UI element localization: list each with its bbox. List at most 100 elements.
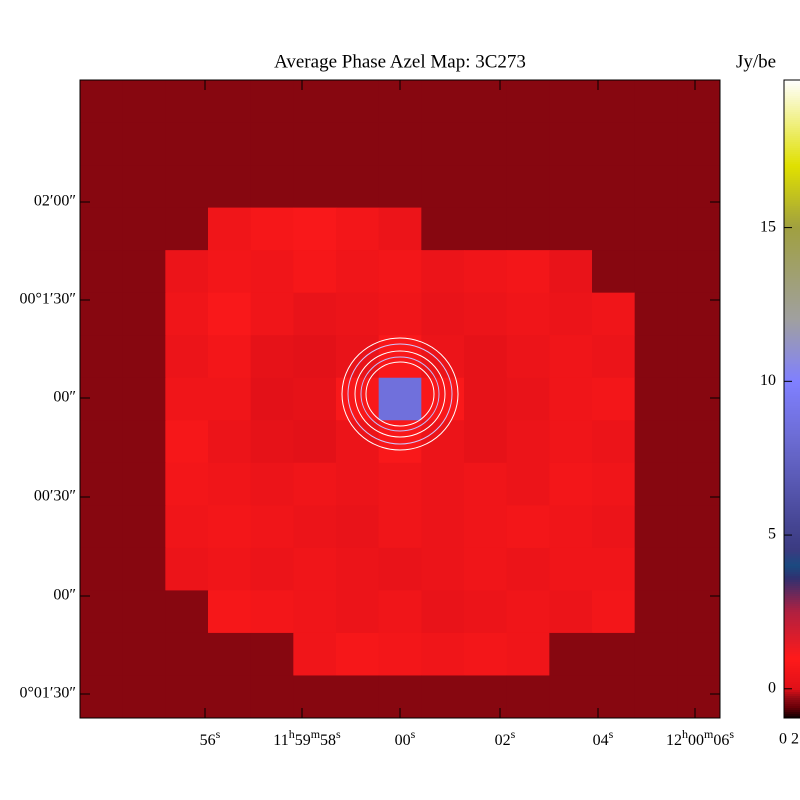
colorbar-strip: [784, 376, 800, 379]
colorbar-strip: [784, 414, 800, 417]
colorbar-strip: [784, 626, 800, 629]
colorbar-strip: [784, 562, 800, 565]
colorbar-strip: [784, 212, 800, 215]
x-tick-label: 04s: [593, 727, 614, 749]
colorbar-strip: [784, 80, 800, 83]
map-cell: [592, 590, 636, 634]
colorbar-strip: [784, 224, 800, 227]
colorbar-strip: [784, 298, 800, 301]
colorbar-strip: [784, 692, 800, 695]
colorbar-strip: [784, 232, 800, 235]
map-cell: [122, 292, 166, 336]
colorbar-strip: [784, 510, 800, 513]
colorbar-strip: [784, 288, 800, 291]
colorbar-strip: [784, 672, 800, 675]
colorbar-strip: [784, 304, 800, 307]
colorbar-strip: [784, 600, 800, 603]
colorbar-strip: [784, 578, 800, 581]
colorbar-strip: [784, 384, 800, 387]
map-cell: [293, 420, 337, 464]
map-cell: [421, 590, 465, 634]
contour: [360, 356, 440, 432]
colorbar-strip: [784, 542, 800, 545]
colorbar-strip: [784, 418, 800, 421]
colorbar-strip: [784, 402, 800, 405]
colorbar-frame: [783, 79, 800, 719]
colorbar-strip: [784, 94, 800, 97]
colorbar-strip: [784, 686, 800, 689]
colorbar-strip: [784, 98, 800, 101]
map-cell: [464, 122, 508, 166]
colorbar-strip: [784, 248, 800, 251]
map-cell: [677, 80, 721, 124]
map-cell: [421, 250, 465, 294]
colorbar-strip: [784, 300, 800, 303]
contour: [347, 343, 453, 445]
colorbar-strip: [784, 642, 800, 645]
colorbar-strip: [784, 574, 800, 577]
colorbar-strip: [784, 434, 800, 437]
colorbar-strip: [784, 364, 800, 367]
colorbar-strip: [784, 282, 800, 285]
map-cell: [208, 505, 252, 549]
x-tick-number: 11: [273, 732, 288, 749]
colorbar-strip: [784, 158, 800, 161]
map-cell: [506, 292, 550, 336]
colorbar-strip: [784, 596, 800, 599]
colorbar-strip: [784, 628, 800, 631]
colorbar-strip: [784, 478, 800, 481]
map-cell: [677, 250, 721, 294]
colorbar-strip: [784, 172, 800, 175]
map-cell: [421, 122, 465, 166]
colorbar-strip: [784, 710, 800, 713]
map-cell: [165, 80, 209, 124]
x-tick-unit: h: [682, 727, 688, 741]
map-cell: [634, 80, 678, 124]
colorbar-strip: [784, 530, 800, 533]
map-cell: [122, 335, 166, 379]
colorbar-strip: [784, 242, 800, 245]
colorbar-strip: [784, 252, 800, 255]
map-cell: [165, 420, 209, 464]
x-tick-label: 56s: [200, 727, 221, 749]
x-tick-number: 06: [713, 732, 729, 749]
colorbar-strip: [784, 498, 800, 501]
colorbar-strip: [784, 480, 800, 483]
colorbar-strip: [784, 546, 800, 549]
x-tick-label: 11h59m58s: [273, 727, 341, 749]
colorbar-strip: [784, 86, 800, 89]
colorbar-strip: [784, 170, 800, 173]
colorbar-strip: [784, 160, 800, 163]
colorbar-strip: [784, 664, 800, 667]
colorbar-strip: [784, 416, 800, 419]
colorbar-strip: [784, 192, 800, 195]
colorbar-strip: [784, 412, 800, 415]
map-cell: [378, 590, 422, 634]
map-cell: [250, 80, 294, 124]
colorbar-strip: [784, 258, 800, 261]
map-cell: [464, 547, 508, 591]
colorbar-strip: [784, 580, 800, 583]
colorbar-strip: [784, 576, 800, 579]
colorbar-strip: [784, 346, 800, 349]
map-cell: [336, 80, 380, 124]
colorbar-strip: [784, 460, 800, 463]
colorbar-strip: [784, 536, 800, 539]
colorbar-strip: [784, 218, 800, 221]
colorbar-tick-label: 5: [768, 526, 776, 543]
colorbar-strip: [784, 318, 800, 321]
map-cell: [293, 122, 337, 166]
map-cell: [677, 675, 721, 719]
colorbar-strip: [784, 100, 800, 103]
colorbar-strip: [784, 492, 800, 495]
colorbar-strip: [784, 326, 800, 329]
map-cell: [549, 632, 593, 676]
x-tick-unit: m: [704, 727, 714, 741]
colorbar-strip: [784, 214, 800, 217]
colorbar-strip: [784, 606, 800, 609]
x-tick-number: 04: [593, 732, 609, 749]
colorbar-strip: [784, 540, 800, 543]
map-cell: [421, 547, 465, 591]
map-cell: [250, 675, 294, 719]
map-cell: [378, 377, 422, 421]
